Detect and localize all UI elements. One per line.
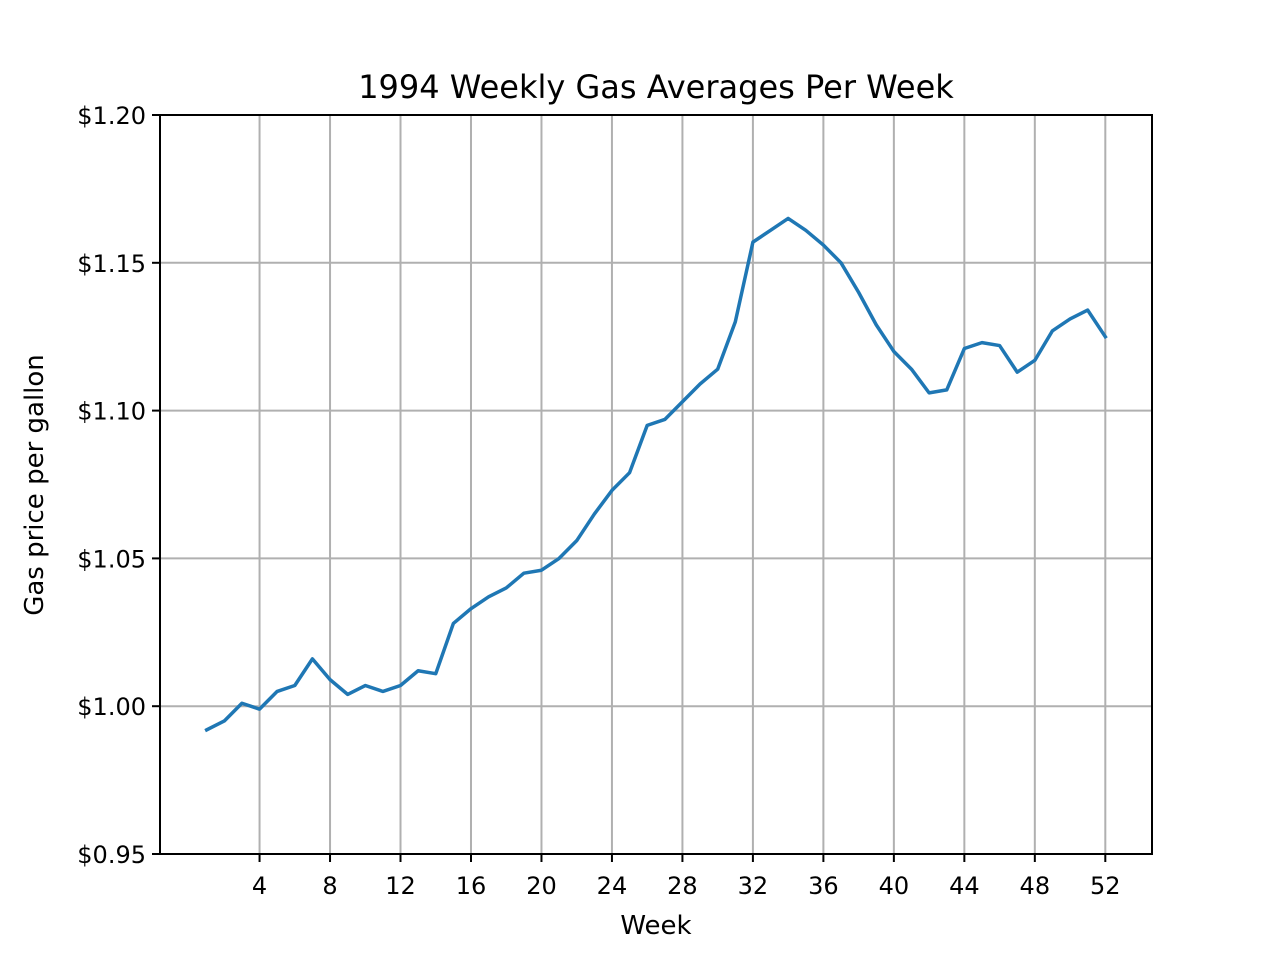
x-tick-label: 20 xyxy=(526,872,557,900)
y-tick-label: $1.15 xyxy=(77,250,146,278)
grid-layer xyxy=(160,114,1152,855)
x-tick-label: 36 xyxy=(808,872,839,900)
x-tick-label: 32 xyxy=(738,872,769,900)
y-tick-label: $1.10 xyxy=(77,398,146,426)
x-tick-label: 12 xyxy=(385,872,416,900)
y-tick-label: $1.00 xyxy=(77,693,146,721)
plot-frame xyxy=(159,114,1153,855)
x-axis-label: Week xyxy=(620,911,691,941)
x-tick-label: 28 xyxy=(667,872,698,900)
series-layer xyxy=(204,216,1108,733)
x-tick-label: 4 xyxy=(252,872,267,900)
tick-layer: 4 8 12 16 20 24 28 32 36 40 44 48 52$0.95$1.00$1.05$… xyxy=(77,102,1120,900)
x-tick-label: 44 xyxy=(949,872,980,900)
x-tick-label: 8 xyxy=(322,872,337,900)
x-tick-label: 48 xyxy=(1020,872,1051,900)
y-tick-label: $1.05 xyxy=(77,545,146,573)
y-axis-label: Gas price per gallon xyxy=(20,354,50,616)
x-tick-label: 52 xyxy=(1090,872,1121,900)
series-line xyxy=(204,216,1108,733)
x-tick-label: 24 xyxy=(597,872,628,900)
y-tick-label: $0.95 xyxy=(77,841,146,869)
x-tick-label: 40 xyxy=(879,872,910,900)
y-tick-label: $1.20 xyxy=(77,102,146,130)
x-tick-label: 16 xyxy=(456,872,487,900)
chart-title: 1994 Weekly Gas Averages Per Week xyxy=(358,68,954,106)
